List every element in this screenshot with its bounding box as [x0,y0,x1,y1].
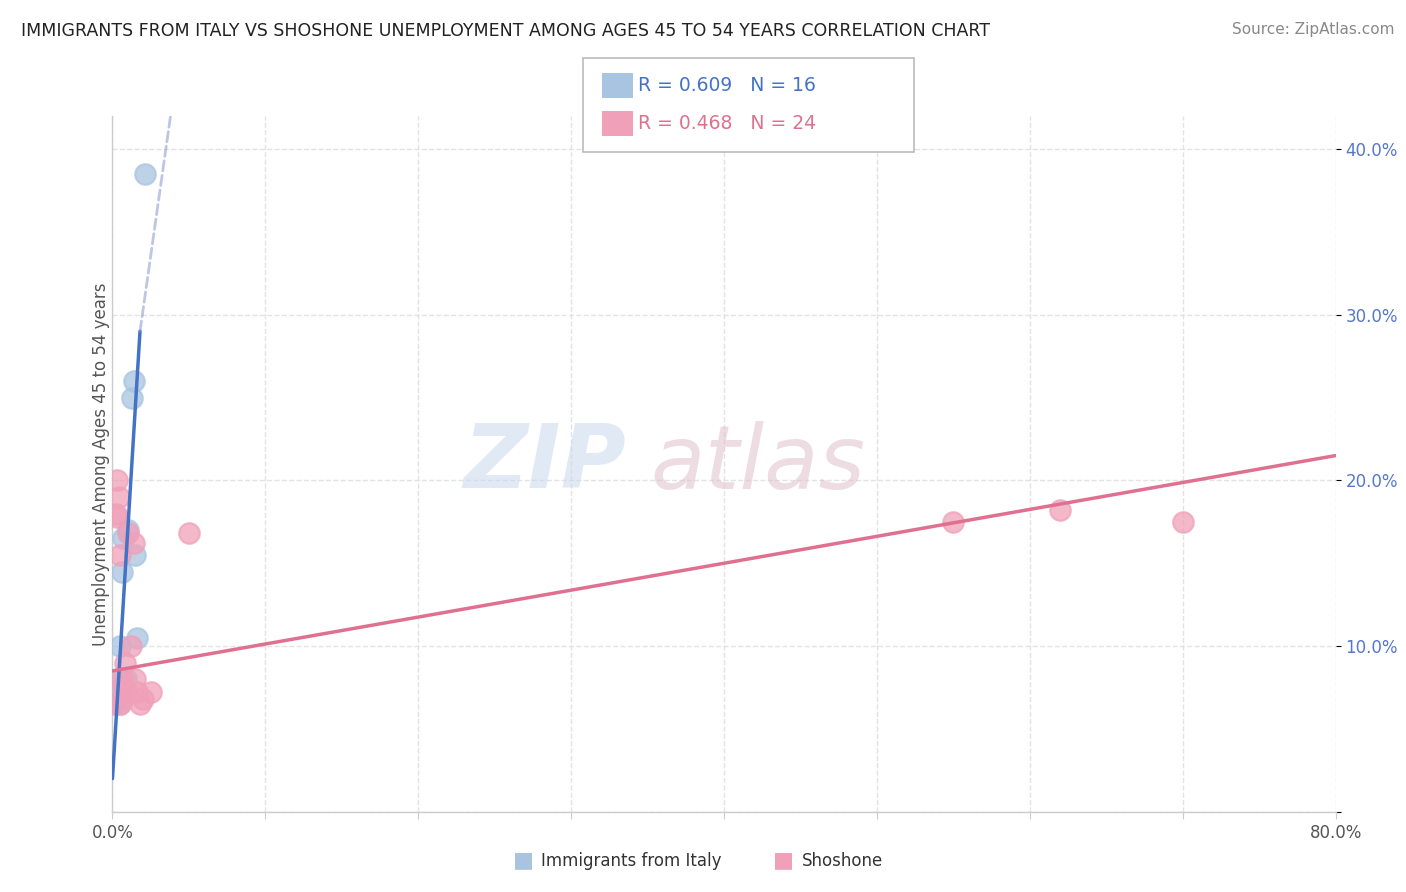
Point [122,374,145,388]
Text: IMMIGRANTS FROM ITALY VS SHOSHONE UNEMPLOYMENT AMONG AGES 45 TO 54 YEARS CORRELA: IMMIGRANTS FROM ITALY VS SHOSHONE UNEMPL… [21,22,990,40]
Point [125,631,148,645]
Point [112,532,135,546]
Point [112,692,135,706]
Point [104,694,127,708]
Text: R = 0.468   N = 24: R = 0.468 N = 24 [638,114,817,134]
Text: Source: ZipAtlas.com: Source: ZipAtlas.com [1232,22,1395,37]
Point [108,697,131,711]
Point [111,672,134,686]
Point [107,490,129,504]
Point [104,507,127,521]
Point [124,548,146,562]
Point [122,536,145,550]
Point [139,685,162,699]
Text: ZIP: ZIP [464,420,626,508]
Point [121,391,143,405]
Point [117,523,139,537]
Text: atlas: atlas [651,421,866,507]
Point [108,548,131,562]
Point [115,672,138,686]
Point [129,697,152,711]
Point [124,672,146,686]
Point [114,656,136,670]
Point [105,685,128,699]
Point [134,167,156,181]
Point [105,690,128,705]
Point [108,697,131,711]
Point [1171,515,1194,529]
Point [103,697,125,711]
Point [111,565,134,579]
Point [125,685,148,699]
Point [115,685,138,699]
Point [942,515,965,529]
Text: R = 0.609   N = 16: R = 0.609 N = 16 [638,76,817,95]
Text: ■: ■ [773,850,794,870]
Point [117,526,139,541]
Point [107,681,129,695]
Point [120,639,142,653]
Point [1049,503,1071,517]
Point [132,692,155,706]
Text: Shoshone: Shoshone [801,852,883,870]
Text: ■: ■ [513,850,534,870]
Point [108,639,131,653]
Point [105,474,128,488]
Text: Immigrants from Italy: Immigrants from Italy [541,852,721,870]
Point [107,672,129,686]
Point [177,526,200,541]
Point [105,509,128,524]
Y-axis label: Unemployment Among Ages 45 to 54 years: Unemployment Among Ages 45 to 54 years [93,282,110,646]
Point [112,681,135,695]
